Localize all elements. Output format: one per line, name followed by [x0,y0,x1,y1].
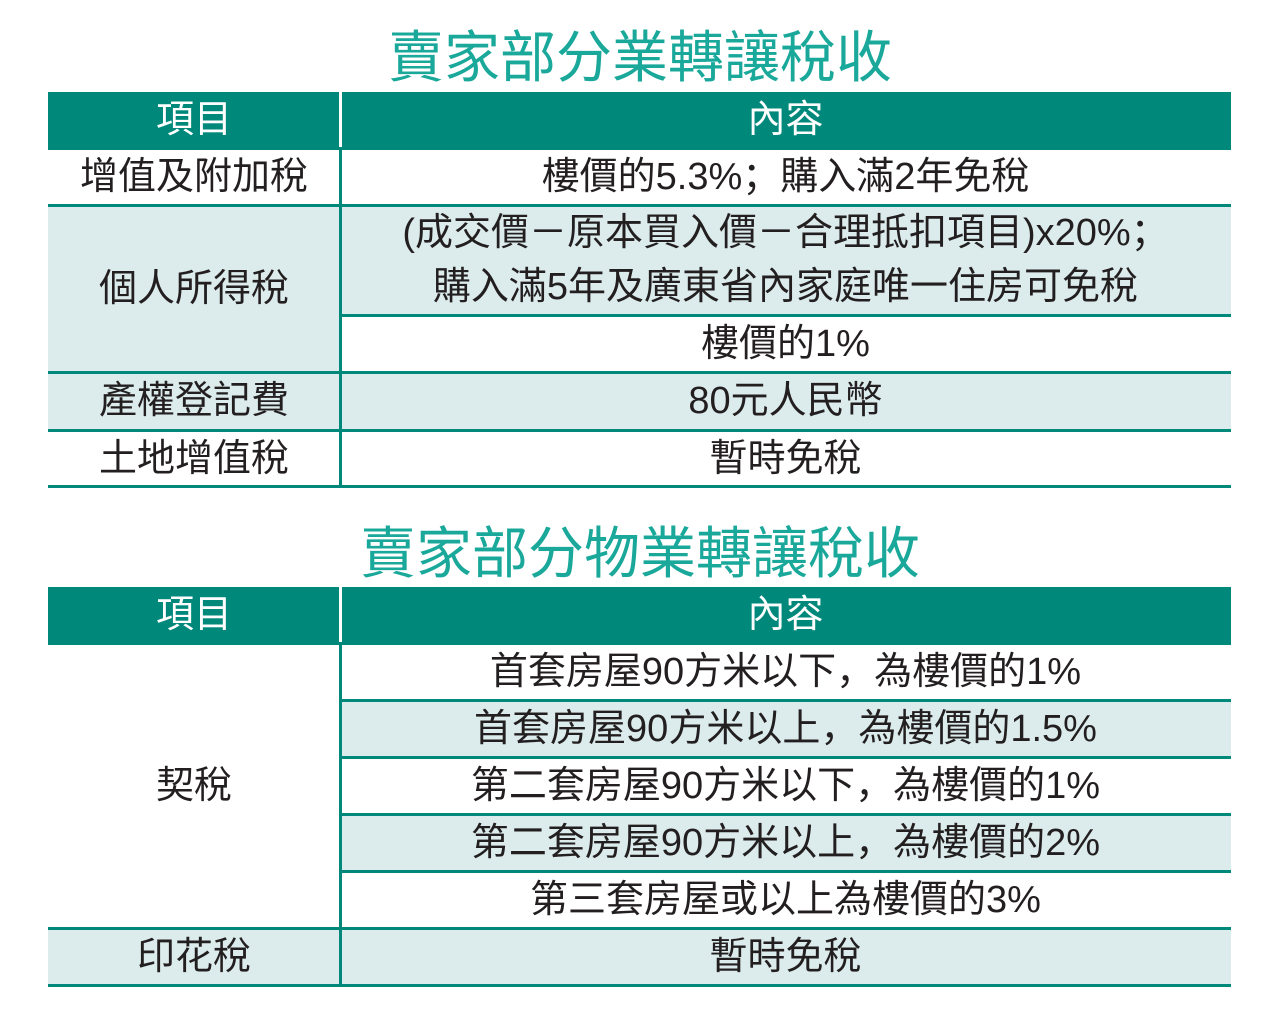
table2-header-item: 項目 [48,587,340,643]
table2-row-content: 第二套房屋90方米以上，為樓價的2% [340,814,1231,871]
table2-title: 賣家部分物業轉讓稅收 [360,522,920,585]
table1-row-item: 增值及附加稅 [48,148,340,205]
content-line: (成交價－原本買入價－合理抵扣項目)x20%； [402,212,1169,254]
table1-row-content: 樓價的5.3%；購入滿2年免稅 [340,148,1231,205]
table2-row-content: 首套房屋90方米以下，為樓價的1% [340,643,1231,700]
content-line: 購入滿5年及廣東省內家庭唯一住房可免稅 [432,266,1139,308]
table1-row-item: 土地增值稅 [48,430,340,487]
table2-row-item: 印花稅 [48,928,340,985]
table2-row-content: 暫時免稅 [340,928,1231,985]
table2-row-content: 第三套房屋或以上為樓價的3% [340,871,1231,928]
table1-header-item: 項目 [48,92,340,148]
table1-header-content: 內容 [340,92,1231,148]
table2-row-content: 首套房屋90方米以上，為樓價的1.5% [340,700,1231,757]
table1-row-content: (成交價－原本買入價－合理抵扣項目)x20%； 購入滿5年及廣東省內家庭唯一住房… [340,205,1231,315]
table1-row-content: 暫時免稅 [340,430,1231,487]
table1-row-item: 產權登記費 [48,372,340,430]
table1-title: 賣家部分業轉讓稅收 [388,26,892,89]
table2-row-content: 第二套房屋90方米以下，為樓價的1% [340,757,1231,814]
table1-row-content: 80元人民幣 [340,372,1231,430]
table2-header-content: 內容 [340,587,1231,643]
table2-row-item: 契稅 [48,643,340,928]
table1-row-content: 樓價的1% [340,315,1231,372]
table1-row-item: 個人所得稅 [48,205,340,372]
